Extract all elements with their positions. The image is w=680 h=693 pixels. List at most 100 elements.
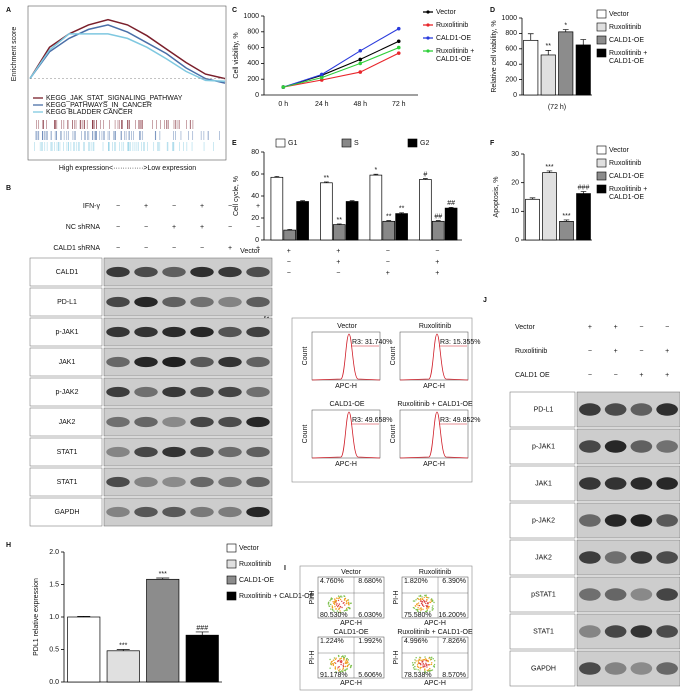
event [416, 665, 419, 668]
event [417, 669, 419, 671]
event [330, 663, 332, 665]
line [29, 33, 226, 83]
event [344, 662, 347, 665]
band [579, 403, 601, 416]
event [431, 607, 433, 609]
y-tick-label: 600 [505, 46, 517, 53]
flow-g-frame [291, 317, 473, 483]
band [630, 440, 653, 453]
treatment-sign: − [172, 203, 176, 210]
event [339, 605, 342, 608]
y-tick-label: 0 [255, 92, 259, 99]
treatment-sign: − [639, 324, 643, 331]
legend-label: G2 [420, 140, 429, 147]
bar [345, 201, 359, 241]
plot-title: Ruxolitinib + CALD1-OE [397, 401, 473, 408]
error-bar [448, 206, 454, 209]
band [190, 386, 214, 398]
error-bar [529, 197, 536, 200]
event [432, 608, 434, 610]
legend-swatch [226, 591, 237, 601]
treatment-sign: + [144, 203, 148, 210]
panel-label: I [284, 565, 286, 572]
significance: ** [386, 213, 392, 220]
event [329, 667, 331, 669]
legend-swatch [226, 575, 237, 585]
point [319, 75, 324, 80]
event [337, 611, 340, 614]
event [337, 608, 340, 610]
treatment-sign: + [256, 245, 260, 252]
band [246, 326, 270, 338]
legend-label: Ruxolitinib [609, 160, 641, 167]
event [426, 596, 429, 599]
event [414, 665, 416, 668]
band [604, 625, 627, 638]
error-bar [195, 631, 209, 636]
event [341, 596, 343, 598]
band [162, 506, 186, 518]
gate-label: R3: 15.355% [440, 339, 480, 346]
band [190, 356, 214, 368]
error-bar [116, 649, 130, 651]
y-axis-label: Count [390, 347, 397, 366]
significance: ** [324, 175, 330, 182]
treatment-label: Ruxolitinib [515, 348, 547, 355]
treatment-sign: + [665, 348, 669, 355]
treatment-sign: − [116, 224, 120, 231]
gate-label: R3: 31.740% [352, 339, 392, 346]
treatment-sign: − [116, 245, 120, 252]
event [422, 608, 424, 611]
event [419, 611, 422, 613]
protein-label: PD-L1 [57, 299, 77, 306]
line [283, 40, 400, 88]
treatment-label: IFN-γ [83, 203, 101, 210]
bar [540, 54, 556, 96]
event [349, 602, 351, 605]
plot-area [317, 576, 385, 619]
event [333, 610, 335, 612]
event [432, 605, 434, 607]
band [630, 551, 653, 564]
point [358, 57, 363, 62]
label-cell [509, 539, 576, 576]
event [413, 668, 416, 670]
event [417, 602, 420, 604]
quadrant-label: 16.200% [438, 612, 466, 619]
event [419, 656, 421, 659]
condition-sign: + [386, 270, 390, 277]
legend-swatch [596, 35, 607, 45]
significance: *** [119, 642, 127, 649]
treatment-sign: − [228, 203, 232, 210]
legend-label: Ruxolitinib [436, 22, 468, 29]
event [424, 670, 426, 672]
band [656, 440, 678, 453]
condition-sign: − [336, 270, 340, 277]
event [334, 603, 336, 606]
event [421, 601, 424, 603]
event [331, 597, 333, 600]
significance: ## [434, 213, 442, 220]
treatment-sign: + [172, 224, 176, 231]
bar [419, 179, 432, 241]
legend-label: CALD1-OE [239, 577, 274, 584]
event [334, 602, 336, 604]
event [414, 662, 416, 664]
y-axis-label: Apoptosis, % [493, 177, 500, 218]
significance: ### [578, 184, 590, 191]
band [630, 588, 653, 601]
error-bar [274, 176, 280, 178]
band [579, 514, 601, 527]
band [106, 326, 130, 338]
band [604, 514, 627, 527]
bar [444, 207, 458, 241]
quadrant-label: 91.178% [320, 672, 348, 679]
event [423, 601, 426, 603]
band [218, 386, 242, 398]
blot-strip [103, 287, 273, 317]
legend-label: CALD1-OE [436, 35, 471, 42]
quadrant-label: 5.606% [358, 672, 382, 679]
band [218, 356, 242, 368]
quadrant-label: 78.538% [404, 672, 432, 679]
band [604, 403, 627, 416]
